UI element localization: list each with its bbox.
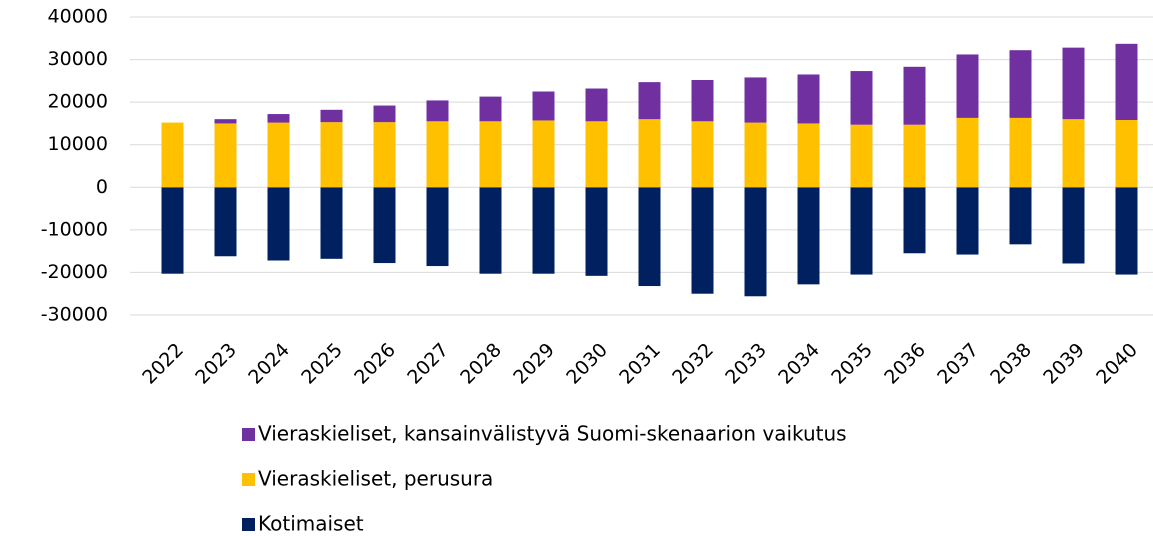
bar [320,187,343,259]
bar [373,105,396,123]
bar [426,121,449,188]
bar [1062,119,1085,188]
bar [214,187,237,257]
x-tick-label: 2035 [827,339,877,389]
bar [1009,50,1032,118]
x-tick-label: 2026 [350,339,400,389]
x-tick-label: 2027 [403,339,453,389]
x-tick-label: 2028 [456,339,506,389]
x-tick-label: 2038 [986,339,1036,389]
bar [585,121,608,188]
x-tick-label: 2025 [297,339,347,389]
bar [903,66,926,125]
bar [691,121,714,188]
legend-label: Vieraskieliset, perusura [258,467,493,491]
bar [956,117,979,188]
x-tick-label: 2034 [774,339,824,389]
bar [161,122,184,188]
y-tick-label: 10000 [48,133,108,155]
legend-label: Kotimaiset [258,512,364,536]
x-tick-label: 2022 [138,339,188,389]
bar [532,91,555,121]
y-tick-label: -30000 [41,304,108,326]
bar [320,109,343,123]
y-tick-label: 0 [96,176,108,198]
bar [797,123,820,188]
bar [691,187,714,294]
bar [585,88,608,122]
x-tick-label: 2037 [933,339,983,389]
x-tick-label: 2032 [668,339,718,389]
bar [1009,117,1032,188]
x-tick-label: 2031 [615,339,665,389]
legend-label: Vieraskieliset, kansainvälistyvä Suomi-s… [258,422,847,446]
bar [1062,47,1085,120]
bar [320,122,343,188]
bar [373,122,396,188]
bar [479,187,502,274]
bar [744,187,767,297]
bar [267,122,290,188]
bar [903,187,926,254]
bar [1062,187,1085,264]
x-tick-label: 2024 [244,339,294,389]
bar [744,122,767,188]
y-tick-label: -20000 [41,261,108,283]
bar [426,100,449,122]
bar [532,120,555,188]
bar [850,124,873,188]
y-tick-label: 30000 [48,48,108,70]
bar [1115,187,1138,275]
bar [850,71,873,125]
bar [797,74,820,124]
bar [1009,187,1032,245]
y-tick-label: -10000 [41,218,108,240]
legend-swatch [242,473,255,486]
x-tick-label: 2029 [509,339,559,389]
bar [585,187,608,276]
bar [426,187,449,267]
bar [797,187,820,285]
x-tick-label: 2023 [191,339,241,389]
bar [373,187,396,264]
bar [479,121,502,188]
bar [638,119,661,188]
x-tick-label: 2036 [880,339,930,389]
bar [267,114,290,123]
bar [214,119,237,124]
x-tick-label: 2040 [1092,339,1142,389]
bar [638,187,661,287]
legend-swatch [242,518,255,531]
bar [956,54,979,118]
bar [956,187,979,255]
legend-swatch [242,428,255,441]
bar [903,124,926,188]
bar [1115,120,1138,188]
bar [479,96,502,122]
bar [214,123,237,188]
bar [744,77,767,123]
x-tick-label: 2030 [562,339,612,389]
bar [267,187,290,261]
bar [850,187,873,275]
bar [161,187,184,274]
bar [532,187,555,274]
bar [1115,43,1138,121]
x-tick-label: 2033 [721,339,771,389]
bar [638,82,661,120]
y-tick-label: 20000 [48,91,108,113]
x-tick-label: 2039 [1039,339,1089,389]
y-tick-label: 40000 [48,6,108,28]
bar [691,80,714,122]
